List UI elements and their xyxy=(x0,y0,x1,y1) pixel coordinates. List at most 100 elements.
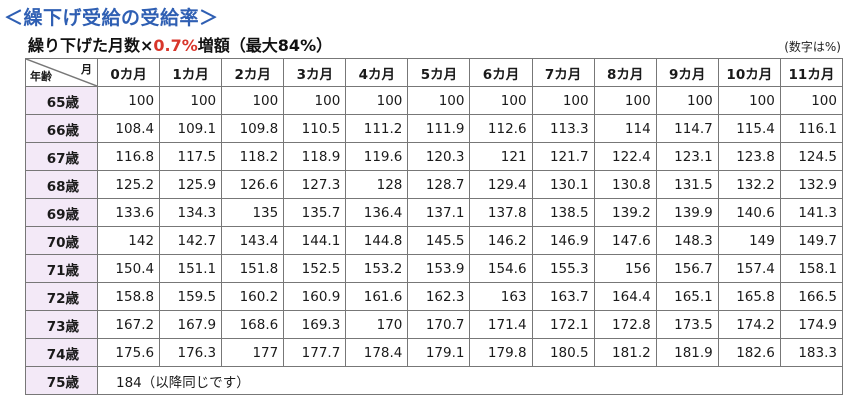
rate-cell: 178.4 xyxy=(345,338,409,367)
rate-cell: 132.2 xyxy=(717,170,781,199)
rate-cell: 138.5 xyxy=(531,198,595,227)
rate-cell: 115.4 xyxy=(717,114,781,143)
rate-cell: 125.9 xyxy=(159,170,223,199)
rate-cell: 144.8 xyxy=(345,226,409,255)
age-label: 69歳 xyxy=(25,198,98,227)
rate-cell: 142.7 xyxy=(159,226,223,255)
rate-cell: 167.2 xyxy=(96,310,161,339)
table-row-last: 75歳 184（以降同じです） xyxy=(25,366,843,395)
rate-cell: 124.5 xyxy=(779,142,844,171)
rate-cell: 100 xyxy=(159,86,223,115)
rate-cell: 174.2 xyxy=(717,310,781,339)
rate-cell: 152.5 xyxy=(283,254,347,283)
table-row: 71歳 150.4 151.1 151.8 152.5 153.2 153.9 154.6 15… xyxy=(25,254,844,283)
rate-cell: 176.3 xyxy=(159,338,223,367)
rate-cell: 126.6 xyxy=(221,170,285,199)
rate-cell: 110.5 xyxy=(283,114,347,143)
table-row: 66歳 108.4 109.1 109.8 110.5 111.2 111.9 112.6 11… xyxy=(25,114,844,143)
month-header: 9カ月 xyxy=(655,58,719,87)
rate-cell: 120.3 xyxy=(407,142,471,171)
rate-cell: 100 xyxy=(593,86,657,115)
rate-cell: 143.4 xyxy=(221,226,285,255)
age-label: 71歳 xyxy=(25,254,98,283)
age-label: 66歳 xyxy=(25,114,98,143)
rate-cell: 148.3 xyxy=(655,226,719,255)
rate-cell: 151.1 xyxy=(159,254,223,283)
rate-cell: 153.9 xyxy=(407,254,471,283)
rate-cell: 132.9 xyxy=(779,170,844,199)
rate-cell: 162.3 xyxy=(407,282,471,311)
age-label: 67歳 xyxy=(25,142,98,171)
rate-cell: 155.3 xyxy=(531,254,595,283)
rate-cell: 183.3 xyxy=(779,338,844,367)
rate-cell: 119.6 xyxy=(345,142,409,171)
month-header: 3カ月 xyxy=(283,58,347,87)
rate-cell: 147.6 xyxy=(593,226,657,255)
table-row: 74歳 175.6 176.3 177 177.7 178.4 179.1 179.8 180.… xyxy=(25,338,844,367)
age-label: 75歳 xyxy=(25,366,98,395)
rate-cell: 130.8 xyxy=(593,170,657,199)
rate-cell: 158.1 xyxy=(779,254,844,283)
rate-cell: 133.6 xyxy=(96,198,161,227)
rate-cell: 109.1 xyxy=(159,114,223,143)
rate-cell: 144.1 xyxy=(283,226,347,255)
table-row: 67歳 116.8 117.5 118.2 118.9 119.6 120.3 121 121.… xyxy=(25,142,844,171)
rate-cell: 128 xyxy=(345,170,409,199)
rate-cell: 100 xyxy=(283,86,347,115)
rate-cell: 111.9 xyxy=(407,114,471,143)
month-header: 11カ月 xyxy=(779,58,844,87)
rate-cell: 161.6 xyxy=(345,282,409,311)
rate-cell: 121 xyxy=(469,142,533,171)
rate-cell: 100 xyxy=(96,86,161,115)
rate-cell: 118.9 xyxy=(283,142,347,171)
month-header: 6カ月 xyxy=(469,58,533,87)
rate-cell: 145.5 xyxy=(407,226,471,255)
rate-cell: 165.8 xyxy=(717,282,781,311)
subtitle-main: 繰り下げた月数× xyxy=(28,36,154,55)
rate-cell: 175.6 xyxy=(96,338,161,367)
unit-note: (数字は%) xyxy=(784,40,841,54)
rate-cell: 159.5 xyxy=(159,282,223,311)
rate-cell: 127.3 xyxy=(283,170,347,199)
rate-cell: 108.4 xyxy=(96,114,161,143)
rate-cell: 168.6 xyxy=(221,310,285,339)
rate-cell: 131.5 xyxy=(655,170,719,199)
rate-cell: 163.7 xyxy=(531,282,595,311)
rate-cell: 179.8 xyxy=(469,338,533,367)
rate-cell: 181.9 xyxy=(655,338,719,367)
table-row: 65歳 100 100 100 100 100 100 100 100 100 100 100 100 xyxy=(25,86,844,115)
rate-cell: 139.9 xyxy=(655,198,719,227)
rate-cell: 150.4 xyxy=(96,254,161,283)
rate-cell: 116.8 xyxy=(96,142,161,171)
age-label: 74歳 xyxy=(25,338,98,367)
rate-cell: 140.6 xyxy=(717,198,781,227)
rate-cell: 174.9 xyxy=(779,310,844,339)
rate-cell: 182.6 xyxy=(717,338,781,367)
rate-cell: 112.6 xyxy=(469,114,533,143)
rate-cell: 170 xyxy=(345,310,409,339)
rate-cell: 160.2 xyxy=(221,282,285,311)
rate-cell: 113.3 xyxy=(531,114,595,143)
rate-cell: 100 xyxy=(407,86,471,115)
rate-cell: 149 xyxy=(717,226,781,255)
rate-cell: 181.2 xyxy=(593,338,657,367)
corner-cell: 月 年齢 xyxy=(25,58,98,87)
table-subtitle: 繰り下げた月数×0.7%増額（最大84%） xyxy=(28,32,332,56)
month-header: 1カ月 xyxy=(159,58,223,87)
age-label: 65歳 xyxy=(25,86,98,115)
rate-cell: 177 xyxy=(221,338,285,367)
age-label: 72歳 xyxy=(25,282,98,311)
rate-cell: 160.9 xyxy=(283,282,347,311)
rate-cell: 134.3 xyxy=(159,198,223,227)
rate-cell: 100 xyxy=(221,86,285,115)
table-row: 68歳 125.2 125.9 126.6 127.3 128 128.7 129.4 130.… xyxy=(25,170,844,199)
rate-table: 月 年齢 0カ月 1カ月 2カ月 3カ月 4カ月 5カ月 6カ月 7カ月 8カ月 9カ月 10カ月 1… xyxy=(25,58,844,395)
rate-cell: 164.4 xyxy=(593,282,657,311)
rate-cell: 121.7 xyxy=(531,142,595,171)
rate-cell: 163 xyxy=(469,282,533,311)
rate-cell: 137.8 xyxy=(469,198,533,227)
rate-cell: 142 xyxy=(96,226,161,255)
rate-cell: 149.7 xyxy=(779,226,844,255)
max-rate-note: 184（以降同じです） xyxy=(97,366,843,395)
rate-cell: 100 xyxy=(655,86,719,115)
